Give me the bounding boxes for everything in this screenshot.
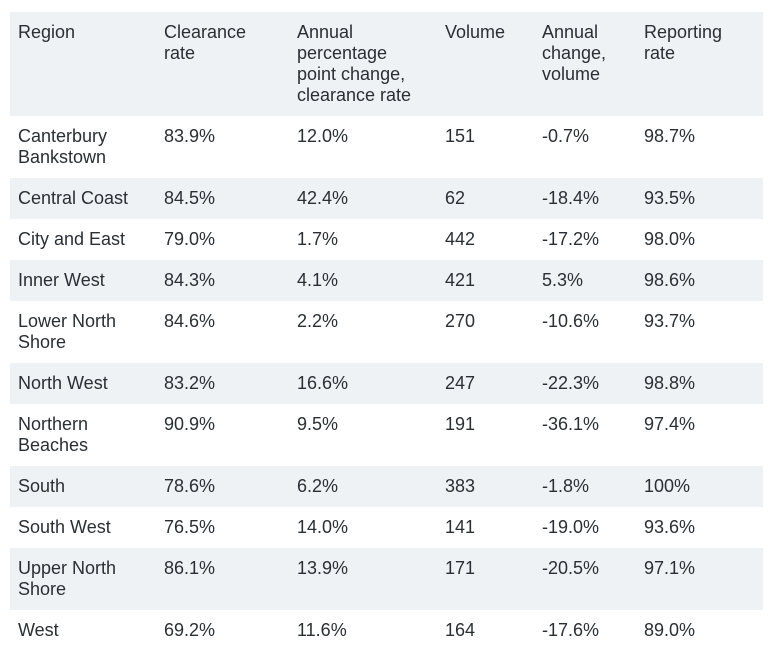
cell-volume: 270 [445,311,476,331]
cell-clearance-rate: 84.3% [156,260,289,301]
table-body: Canterbury Bankstown 83.9% 12.0% 151 -0.… [10,116,763,651]
cell-annual-change-volume: -36.1% [542,414,600,434]
table-row: Lower North Shore 84.6% 2.2% 270 -10.6% … [10,301,763,363]
cell-region: West [18,620,59,640]
cell-clearance-rate: 84.6% [164,311,216,331]
cell-clearance-rate: 79.0% [164,229,216,249]
header-region: Region [10,12,156,116]
cell-annual-change-clearance: 1.7% [297,229,339,249]
cell-reporting-rate: 89.0% [644,620,696,640]
table-row: Upper North Shore 86.1% 13.9% 171 -20.5%… [10,548,763,610]
header-row: Region Clearance rate Annual percentage … [10,12,763,116]
cell-volume: 421 [437,260,534,301]
header-volume: Volume [437,12,534,116]
cell-annual-change-volume: -17.2% [542,229,600,249]
cell-annual-change-clearance: 2.2% [297,311,339,331]
header-annual-change-clearance: Annual percentage point change, clearanc… [289,12,437,116]
cell-volume: 151 [445,126,476,146]
cell-volume: 141 [445,517,476,537]
cell-annual-change-volume: -17.6% [542,620,600,640]
cell-clearance-rate: 83.9% [164,126,216,146]
header-clearance-rate: Clearance rate [156,12,289,116]
table-row: Canterbury Bankstown 83.9% 12.0% 151 -0.… [10,116,763,178]
cell-region: Central Coast [10,178,156,219]
cell-volume: 442 [445,229,476,249]
cell-annual-change-volume: -19.0% [542,517,600,537]
cell-reporting-rate: 93.6% [644,517,696,537]
cell-annual-change-volume: -22.3% [534,363,636,404]
cell-annual-change-clearance: 14.0% [297,517,349,537]
table-row: Central Coast 84.5% 42.4% 62 -18.4% 93.5… [10,178,763,219]
cell-clearance-rate: 84.5% [156,178,289,219]
cell-region: Lower North Shore [18,311,117,352]
table-row: Inner West 84.3% 4.1% 421 5.3% 98.6% [10,260,763,301]
cell-volume: 247 [437,363,534,404]
table-row: South West 76.5% 14.0% 141 -19.0% 93.6% [10,507,763,548]
cell-annual-change-clearance: 6.2% [289,466,437,507]
cell-volume: 383 [437,466,534,507]
cell-clearance-rate: 83.2% [156,363,289,404]
cell-region: Inner West [10,260,156,301]
cell-region: Upper North Shore [10,548,156,610]
cell-region: Northern Beaches [18,414,89,455]
cell-annual-change-clearance: 42.4% [289,178,437,219]
cell-volume: 191 [445,414,476,434]
cell-clearance-rate: 76.5% [164,517,216,537]
cell-annual-change-volume: 5.3% [534,260,636,301]
cell-annual-change-clearance: 11.6% [297,620,347,640]
table-row: City and East 79.0% 1.7% 442 -17.2% 98.0… [10,219,763,260]
clearance-rate-table: Region Clearance rate Annual percentage … [10,12,763,651]
cell-reporting-rate: 98.6% [636,260,763,301]
header-reporting-rate: Reporting rate [636,12,763,116]
cell-annual-change-volume: -18.4% [534,178,636,219]
cell-region: Canterbury Bankstown [18,126,108,167]
table-header: Region Clearance rate Annual percentage … [10,12,763,116]
cell-reporting-rate: 93.7% [644,311,696,331]
cell-annual-change-volume: -0.7% [542,126,590,146]
cell-region: South West [18,517,111,537]
cell-annual-change-clearance: 9.5% [297,414,339,434]
cell-annual-change-clearance: 4.1% [289,260,437,301]
table-row: South 78.6% 6.2% 383 -1.8% 100% [10,466,763,507]
cell-clearance-rate: 90.9% [164,414,216,434]
table-row: North West 83.2% 16.6% 247 -22.3% 98.8% [10,363,763,404]
header-annual-change-volume: Annual change, volume [534,12,636,116]
cell-annual-change-volume: -1.8% [534,466,636,507]
cell-reporting-rate: 97.4% [644,414,696,434]
cell-clearance-rate: 86.1% [156,548,289,610]
cell-annual-change-volume: -20.5% [534,548,636,610]
cell-annual-change-volume: -10.6% [542,311,600,331]
cell-clearance-rate: 78.6% [156,466,289,507]
cell-reporting-rate: 93.5% [636,178,763,219]
cell-region: North West [10,363,156,404]
cell-reporting-rate: 98.7% [644,126,696,146]
cell-clearance-rate: 69.2% [164,620,216,640]
cell-reporting-rate: 98.0% [644,229,696,249]
cell-reporting-rate: 100% [636,466,763,507]
cell-region: City and East [18,229,126,249]
cell-reporting-rate: 98.8% [636,363,763,404]
cell-annual-change-clearance: 16.6% [289,363,437,404]
table-row: West 69.2% 11.6% 164 -17.6% 89.0% [10,610,763,651]
cell-volume: 171 [437,548,534,610]
cell-annual-change-clearance: 12.0% [297,126,349,146]
cell-region: South [10,466,156,507]
cell-annual-change-clearance: 13.9% [289,548,437,610]
cell-volume: 164 [445,620,476,640]
cell-reporting-rate: 97.1% [636,548,763,610]
cell-volume: 62 [437,178,534,219]
table-row: Northern Beaches 90.9% 9.5% 191 -36.1% 9… [10,404,763,466]
